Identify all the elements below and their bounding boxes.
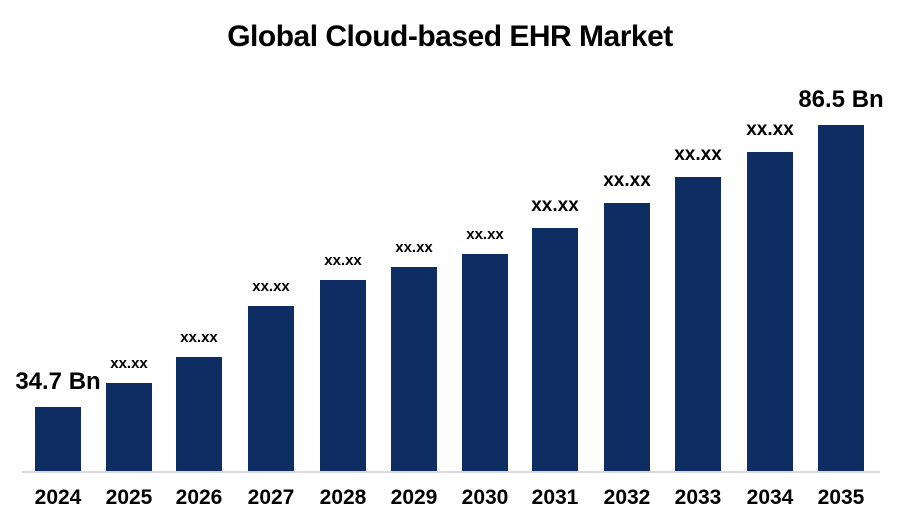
x-tick-2032: 2032 — [603, 486, 651, 509]
chart-title: Global Cloud-based EHR Market — [227, 20, 673, 53]
bar-2025 — [106, 383, 152, 472]
bar-value-label-2031: xx.xx — [531, 195, 579, 216]
x-axis-line — [22, 471, 880, 473]
bar-value-label-2029: xx.xx — [395, 239, 433, 256]
bar-value-label-2027: xx.xx — [252, 278, 290, 295]
bar-2030 — [462, 254, 508, 472]
bar-2034 — [747, 152, 793, 472]
x-tick-2031: 2031 — [531, 486, 579, 509]
bar-value-label-2025: xx.xx — [110, 355, 148, 372]
x-tick-2029: 2029 — [390, 486, 438, 509]
x-tick-2033: 2033 — [674, 486, 722, 509]
x-tick-2030: 2030 — [461, 486, 509, 509]
x-tick-2028: 2028 — [319, 486, 367, 509]
bar-value-label-2035: 86.5 Bn — [798, 86, 884, 113]
bar-value-label-2032: xx.xx — [603, 170, 651, 191]
x-tick-2035: 2035 — [817, 486, 865, 509]
bar-value-label-2028: xx.xx — [324, 252, 362, 269]
bar-value-label-2026: xx.xx — [180, 329, 218, 346]
bar-2031 — [532, 228, 578, 472]
bar-value-label-2024: 34.7 Bn — [15, 368, 101, 395]
x-tick-2024: 2024 — [34, 486, 82, 509]
x-tick-2026: 2026 — [175, 486, 223, 509]
bar-2029 — [391, 267, 437, 472]
bar-2032 — [604, 203, 650, 472]
x-tick-2027: 2027 — [247, 486, 295, 509]
bar-2035 — [818, 125, 864, 472]
plot-area: 34.7 Bn xx.xx xx.xx xx.xx xx.xx xx.xx xx.xx xx.… — [15, 86, 884, 472]
x-tick-2034: 2034 — [746, 486, 794, 509]
bar-value-label-2033: xx.xx — [674, 144, 722, 165]
x-tick-2025: 2025 — [105, 486, 153, 509]
bar-value-label-2030: xx.xx — [466, 226, 504, 243]
bar-2033 — [675, 177, 721, 472]
bar-2026 — [176, 357, 222, 472]
bar-value-label-2034: xx.xx — [746, 119, 794, 140]
bar-2028 — [320, 280, 366, 472]
bar-2027 — [248, 306, 294, 472]
bar-2024 — [35, 407, 81, 472]
